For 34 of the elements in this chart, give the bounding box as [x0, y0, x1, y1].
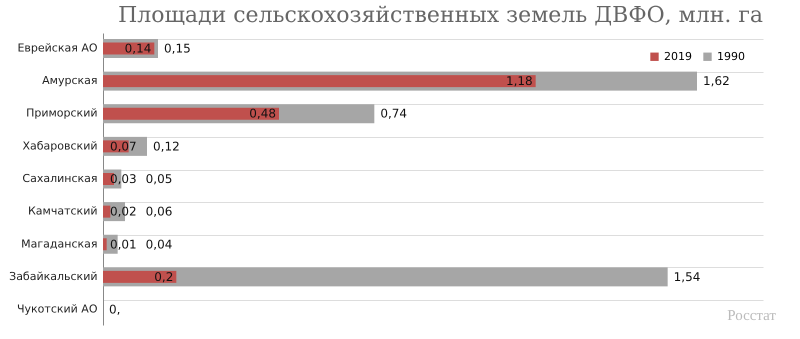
data-label: 1,62	[703, 74, 730, 88]
y-tick-label: Еврейская АО	[17, 41, 98, 54]
data-label: 0,2	[154, 270, 174, 284]
chart-title: Площади сельскохозяйственных земель ДВФО, млн. га	[118, 3, 763, 28]
y-tick-label: Амурская	[42, 74, 98, 88]
data-label: 0,01	[110, 237, 137, 252]
bar	[103, 267, 668, 286]
bar	[103, 206, 110, 218]
data-label: 0,15	[164, 41, 191, 56]
y-tick-label: Приморский	[26, 106, 98, 120]
data-label: 0,74	[380, 106, 408, 121]
data-label: 0,07	[110, 139, 137, 154]
data-label: 0,04	[146, 237, 172, 252]
y-tick-label: Хабаровский	[22, 139, 98, 152]
data-label: 0,48	[249, 106, 276, 121]
y-tick-label: Сахалинская	[22, 172, 98, 185]
bar	[103, 75, 536, 88]
bar	[103, 238, 107, 250]
annotation: Росстат	[727, 308, 776, 325]
data-label: 1,54	[674, 270, 700, 284]
data-label: 1,18	[506, 74, 533, 88]
y-tick-label: Камчатский	[28, 204, 98, 218]
y-tick-label: Магаданская	[21, 237, 98, 250]
legend-label: 2019	[664, 50, 692, 63]
data-label: 0,06	[146, 204, 172, 219]
bar	[103, 108, 279, 120]
data-label: 0,05	[146, 172, 172, 186]
data-label: 0,	[109, 302, 120, 317]
y-tick-label: Забайкальский	[9, 270, 98, 283]
data-label: 0,14	[124, 41, 152, 56]
data-label: 0,12	[153, 139, 180, 154]
bar	[103, 270, 176, 283]
y-tick-label: Чукотский АО	[16, 302, 98, 316]
legend-label: 1990	[717, 50, 745, 63]
